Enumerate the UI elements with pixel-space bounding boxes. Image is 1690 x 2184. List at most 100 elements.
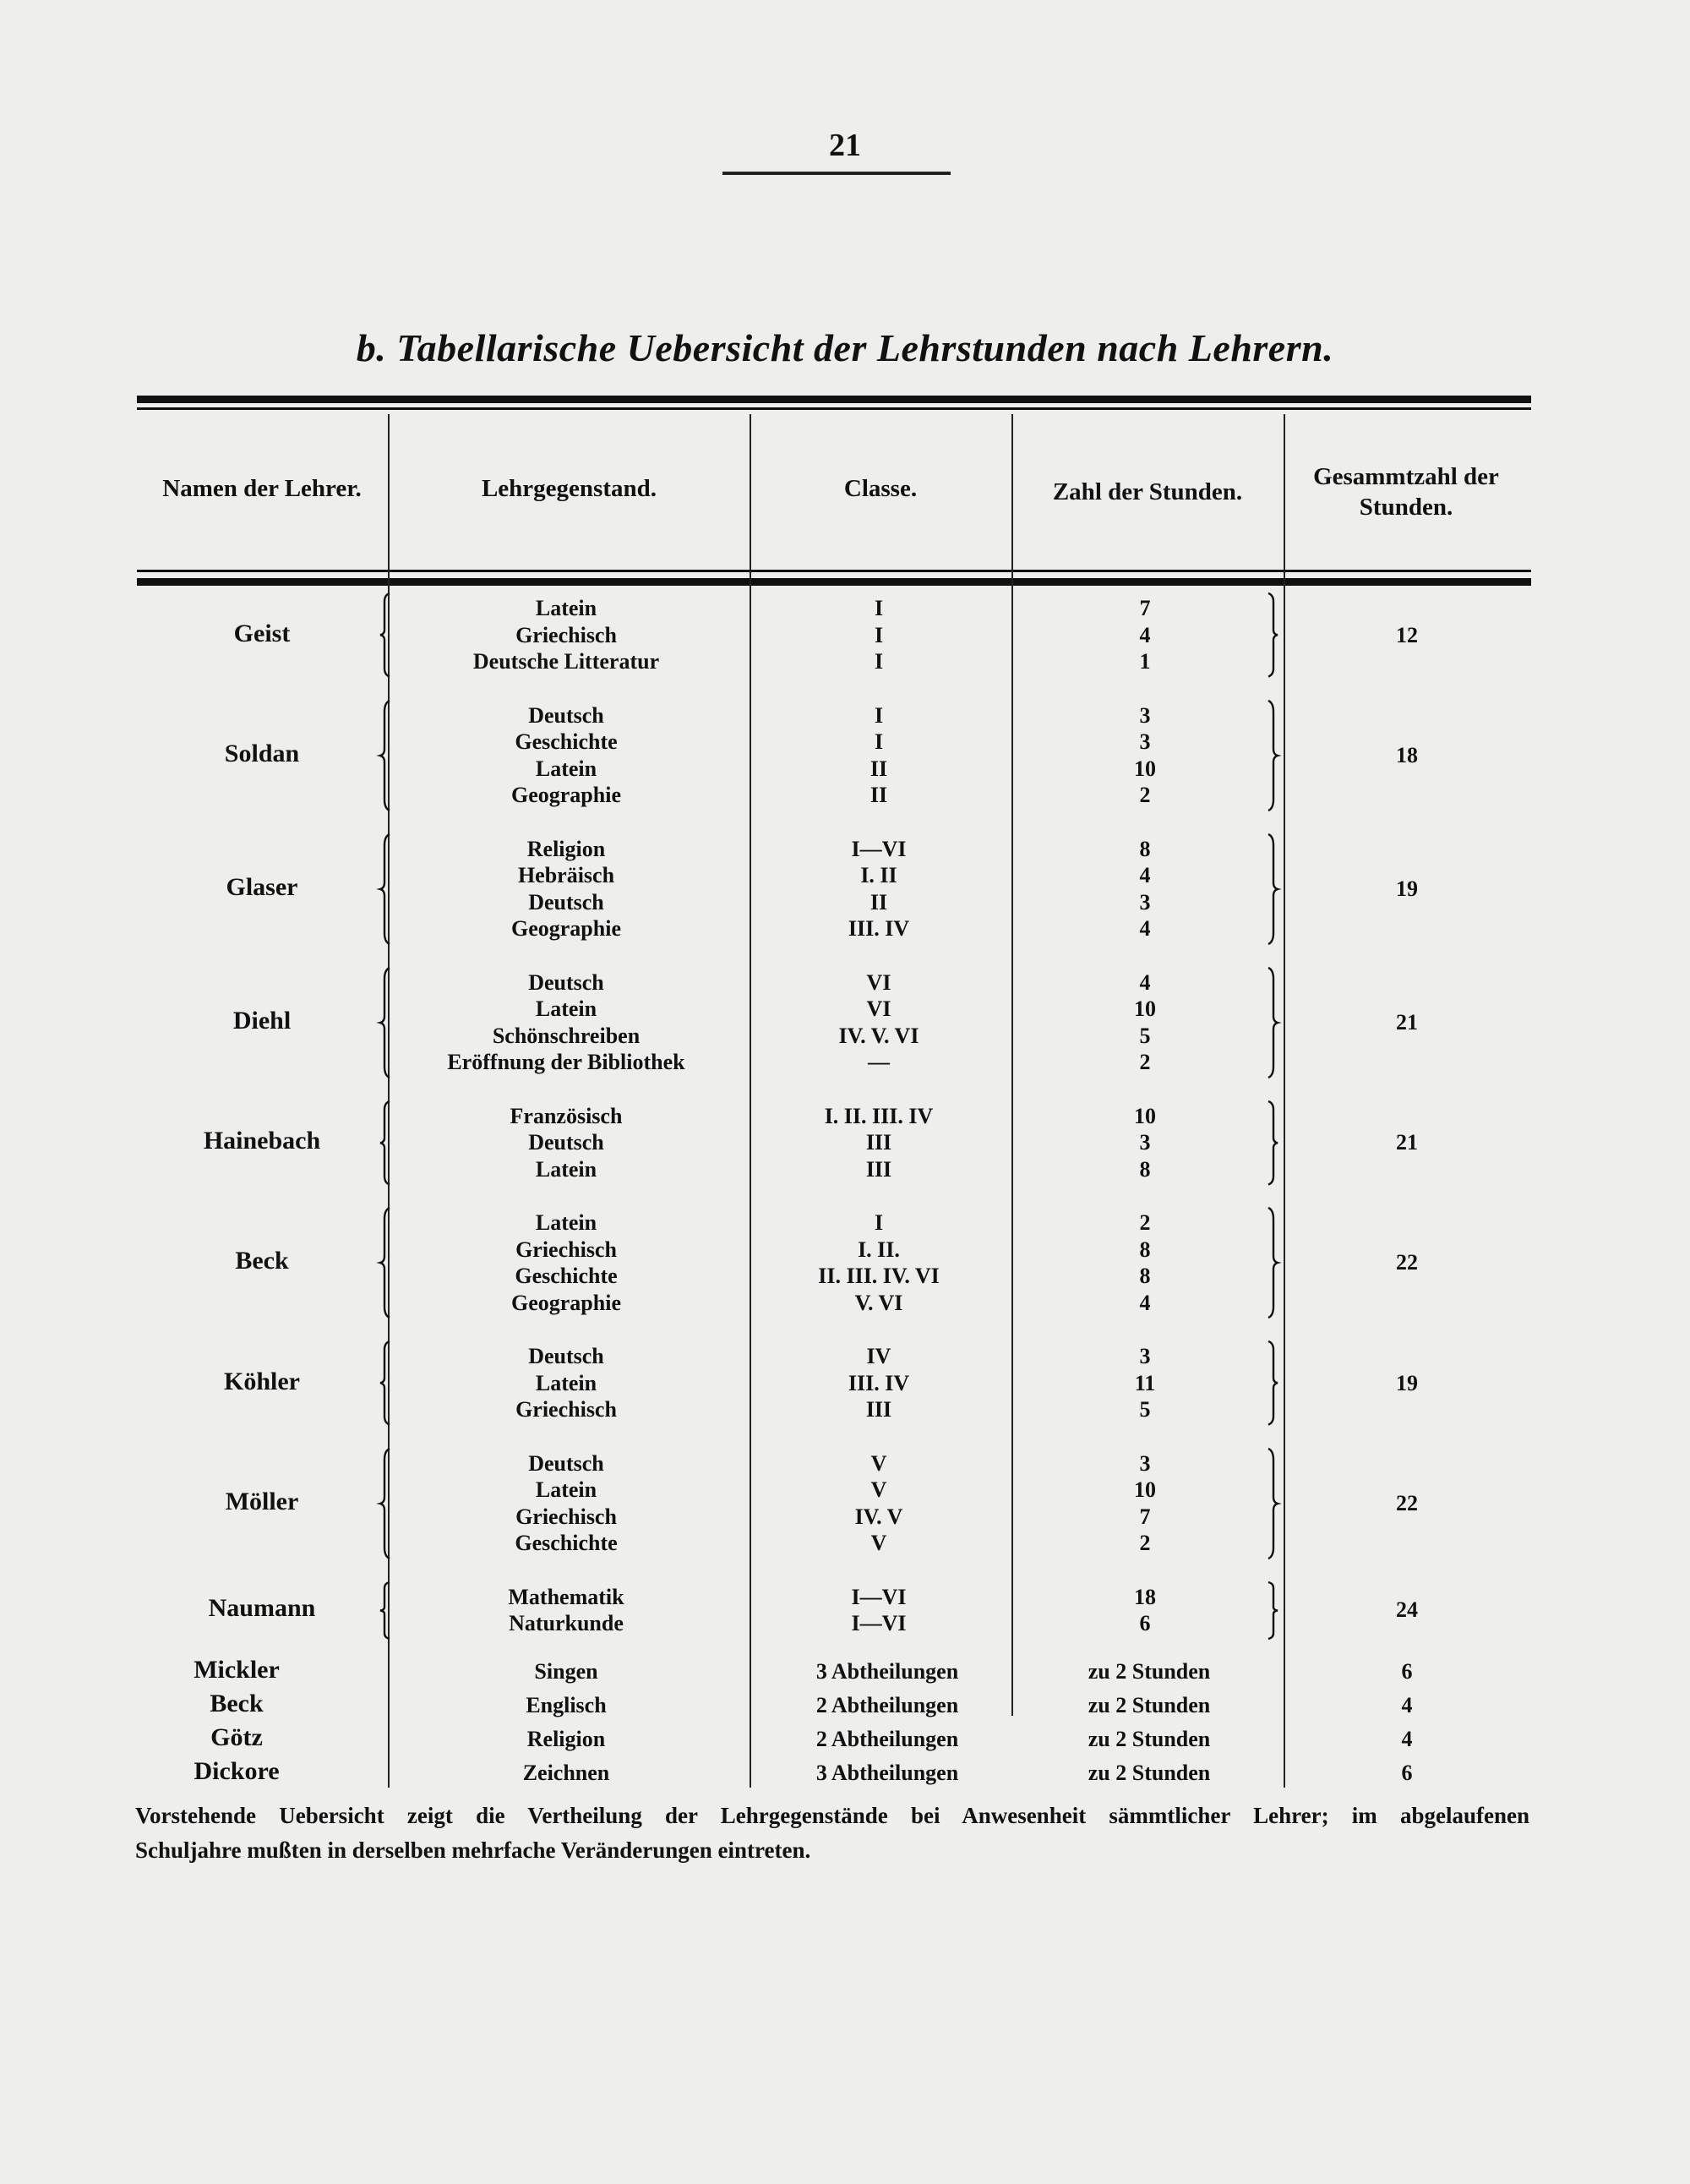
- subject-cell: Naturkunde: [509, 1611, 624, 1635]
- class-cell: III: [865, 1156, 892, 1182]
- hours-cell: 2: [1139, 1210, 1151, 1235]
- hours-cell: 2: [1139, 1050, 1151, 1074]
- left-brace-icon: [379, 701, 392, 811]
- column-divider: [750, 414, 751, 1788]
- right-brace-icon: [1266, 1101, 1279, 1185]
- subject-cell: Deutsch: [528, 889, 604, 915]
- total-hours-cell: 12: [1396, 622, 1418, 647]
- header-total-line1: Gesammtzahl der: [1313, 463, 1499, 490]
- total-hours-cell: 19: [1396, 1370, 1418, 1395]
- subject-cell: Griechisch: [515, 1397, 617, 1422]
- hours-cell: 4: [1139, 1290, 1151, 1315]
- total-hours-cell: 4: [1401, 1693, 1413, 1717]
- class-cell: V: [870, 1531, 887, 1555]
- class-cell: VI: [866, 996, 891, 1021]
- footnote: Vorstehende Uebersicht zeigt die Verthei…: [135, 1799, 1529, 1868]
- subject-cell: Griechisch: [515, 1237, 617, 1262]
- class-cell: II: [870, 889, 888, 915]
- class-cell: VI: [866, 969, 891, 995]
- hours-cell: 8: [1139, 1156, 1151, 1182]
- subject-cell: Deutsch: [528, 1344, 604, 1368]
- left-brace-icon: [379, 593, 392, 677]
- hours-cell: 1: [1139, 649, 1151, 674]
- teacher-name: Dickore: [194, 1757, 280, 1785]
- right-brace-icon: [1266, 1582, 1279, 1639]
- hours-cell: 10: [1134, 1103, 1156, 1128]
- page-number-rule: [722, 172, 951, 175]
- total-hours-cell: 21: [1396, 1130, 1418, 1155]
- subject-cell: Singen: [534, 1659, 598, 1684]
- subject-cell: Englisch: [526, 1693, 607, 1717]
- teacher-name: Glaser: [226, 872, 298, 901]
- class-cell: I. II.: [858, 1237, 900, 1262]
- left-brace-icon: [379, 834, 392, 944]
- hours-cell: zu 2 Stunden: [1088, 1693, 1211, 1717]
- subject-cell: Geschichte: [515, 1264, 618, 1288]
- header-subject: Lehrgegenstand.: [481, 475, 657, 502]
- hours-cell: 7: [1139, 1504, 1151, 1529]
- teacher-name: Diehl: [232, 1006, 292, 1035]
- subject-cell: Geographie: [511, 916, 621, 941]
- subject-cell: Schönschreiben: [492, 1023, 641, 1048]
- hours-cell: 8: [1139, 836, 1151, 861]
- teacher-name: Mickler: [194, 1656, 280, 1684]
- right-brace-icon: [1266, 968, 1279, 1078]
- hours-cell: 5: [1139, 1023, 1151, 1048]
- class-cell: I: [874, 702, 884, 728]
- subject-cell: Französisch: [510, 1103, 623, 1128]
- class-cell: I: [874, 729, 884, 754]
- page-number: 21: [829, 128, 861, 163]
- subject-cell: Deutsch: [528, 1130, 604, 1155]
- hours-cell: 8: [1139, 1237, 1151, 1262]
- total-hours-cell: 6: [1401, 1761, 1413, 1785]
- header-hours: Zahl der Stunden.: [1052, 478, 1243, 505]
- hours-cell: 2: [1139, 1531, 1151, 1555]
- class-cell: 3 Abtheilungen: [815, 1761, 959, 1785]
- teacher-name: Götz: [210, 1723, 263, 1751]
- subject-cell: Deutsch: [528, 969, 604, 995]
- hours-cell: 10: [1134, 756, 1156, 781]
- header-total-line2: Stunden.: [1359, 494, 1453, 521]
- teacher-name: Beck: [235, 1247, 289, 1275]
- hours-cell: 4: [1139, 863, 1151, 887]
- teacher-name: Hainebach: [203, 1127, 321, 1155]
- class-cell: V: [870, 1477, 887, 1502]
- column-divider: [1011, 414, 1013, 1716]
- class-cell: IV: [866, 1344, 891, 1368]
- class-cell: II. III. IV. VI: [818, 1264, 940, 1288]
- subject-cell: Deutsche Litteratur: [472, 649, 660, 674]
- left-brace-icon: [379, 1582, 392, 1639]
- class-cell: III. IV: [848, 916, 910, 941]
- table-top-rule-thin: [137, 407, 1531, 410]
- class-cell: II: [870, 783, 888, 807]
- left-brace-icon: [379, 1341, 392, 1425]
- right-brace-icon: [1266, 1341, 1279, 1425]
- header-teacher: Namen der Lehrer.: [162, 475, 362, 502]
- hours-cell: zu 2 Stunden: [1088, 1727, 1211, 1751]
- teacher-name: Naumann: [208, 1594, 316, 1623]
- class-cell: I. II. III. IV: [824, 1103, 934, 1128]
- subject-cell: Latein: [535, 1210, 597, 1235]
- class-cell: I: [874, 622, 884, 647]
- hours-cell: 3: [1139, 702, 1151, 728]
- right-brace-icon: [1266, 1449, 1279, 1559]
- subject-cell: Hebräisch: [517, 863, 615, 887]
- class-cell: I—VI: [851, 1584, 907, 1609]
- hours-cell: 3: [1139, 889, 1151, 915]
- hours-cell: 3: [1139, 1450, 1151, 1476]
- teacher-name: Geist: [233, 619, 291, 647]
- subject-cell: Latein: [535, 1370, 597, 1395]
- left-brace-icon: [379, 1449, 392, 1559]
- subject-cell: Geschichte: [515, 1531, 618, 1555]
- class-cell: I: [874, 1210, 884, 1235]
- teacher-name: Soldan: [224, 739, 300, 767]
- hours-cell: 3: [1139, 1344, 1151, 1368]
- subject-cell: Geographie: [511, 1290, 621, 1315]
- column-divider: [1284, 414, 1285, 1788]
- right-brace-icon: [1266, 701, 1279, 811]
- hours-cell: 4: [1139, 969, 1151, 995]
- right-brace-icon: [1266, 593, 1279, 677]
- class-cell: 3 Abtheilungen: [815, 1659, 959, 1684]
- right-brace-icon: [1266, 834, 1279, 944]
- class-cell: I—VI: [851, 1611, 907, 1635]
